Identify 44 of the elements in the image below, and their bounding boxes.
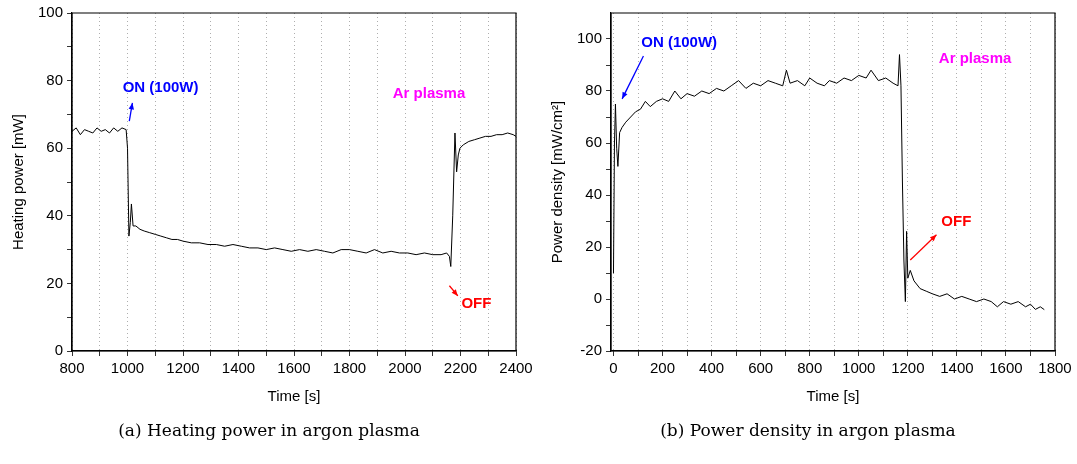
x-tick-label: 0 — [609, 359, 618, 377]
annotation: ON (100W) — [122, 77, 199, 95]
y-tick-label: 80 — [46, 70, 64, 88]
x-tick-label: 2200 — [443, 359, 478, 377]
annotation: Ar plasma — [392, 84, 466, 102]
y-axis-title: Power density [mW/cm²] — [548, 100, 566, 264]
annotation: ON (100W) — [641, 32, 718, 50]
y-tick-label: 20 — [46, 273, 64, 291]
annotation: Ar plasma — [938, 49, 1012, 67]
x-tick-label: 800 — [59, 359, 85, 377]
x-tick-label: 1200 — [166, 359, 200, 377]
x-tick-label: 1000 — [110, 359, 145, 377]
y-tick-label: 20 — [585, 237, 603, 255]
x-tick-label: 1400 — [940, 359, 974, 377]
x-tick-label: 1600 — [277, 359, 311, 377]
x-tick-label: 600 — [748, 359, 774, 377]
x-tick-label: 1800 — [1038, 359, 1072, 377]
y-tick-label: 60 — [46, 138, 64, 156]
text: (a) Heating power in argon plasma — [117, 420, 421, 440]
text: (b) Power density in argon plasma — [659, 420, 957, 440]
x-axis-title: Time [s] — [267, 387, 321, 405]
x-axis-title: Time [s] — [806, 387, 860, 405]
y-tick-label: 100 — [577, 29, 603, 47]
y-axis-title: Heating power [mW] — [9, 114, 27, 250]
x-tick-label: 1400 — [221, 359, 256, 377]
x-tick-label: 2000 — [388, 359, 422, 377]
x-tick-label: 1000 — [842, 359, 876, 377]
x-tick-label: 800 — [797, 359, 823, 377]
x-tick-label: 200 — [650, 359, 676, 377]
x-tick-label: 1600 — [989, 359, 1023, 377]
y-tick-label: 0 — [593, 289, 603, 307]
y-tick-label: 60 — [585, 133, 603, 151]
y-tick-label: 40 — [46, 205, 64, 223]
annotation: OFF — [941, 212, 972, 230]
x-tick-label: 2400 — [499, 359, 533, 377]
x-tick-label: 1800 — [332, 359, 367, 377]
x-tick-label: 400 — [699, 359, 725, 377]
y-tick-label: 40 — [585, 185, 603, 203]
y-tick-label: 80 — [585, 81, 603, 99]
y-tick-label: -20 — [580, 341, 603, 359]
y-tick-label: 100 — [38, 3, 64, 21]
y-tick-label: 0 — [54, 341, 64, 359]
annotation: OFF — [461, 293, 492, 311]
x-tick-label: 1200 — [891, 359, 925, 377]
